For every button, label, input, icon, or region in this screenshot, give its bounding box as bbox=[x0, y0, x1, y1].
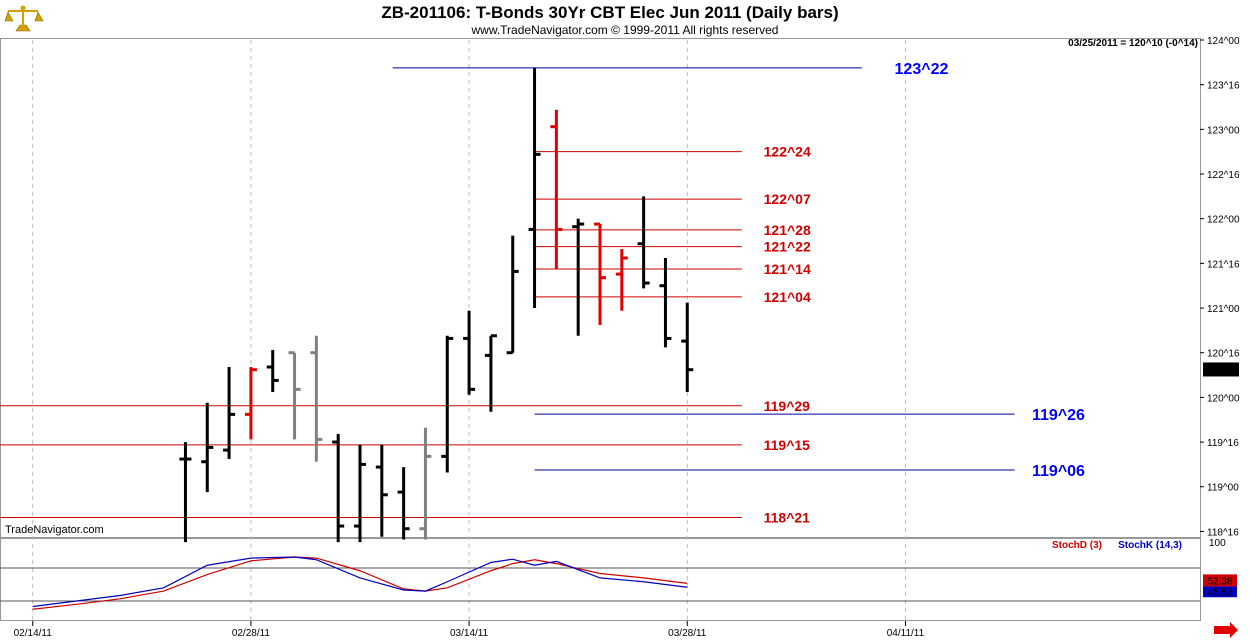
last-price-marker bbox=[1203, 362, 1239, 377]
price-readout: 03/25/2011 = 120^10 (-0^14) bbox=[1068, 38, 1198, 49]
level-label: 121^04 bbox=[764, 289, 811, 305]
level-label: 118^21 bbox=[764, 509, 811, 525]
ohlc-bar bbox=[179, 442, 192, 543]
x-tick-label: 03/28/11 bbox=[668, 628, 707, 639]
chart-subtitle: www.TradeNavigator.com © 1999-2011 All r… bbox=[471, 23, 779, 37]
level-label: 121^22 bbox=[764, 239, 811, 255]
x-tick-label: 02/14/11 bbox=[14, 628, 53, 639]
ohlc-bar bbox=[288, 351, 301, 440]
ohlc-bar bbox=[615, 249, 628, 311]
y-tick-label: 119^00 bbox=[1207, 483, 1239, 494]
ohlc-bar bbox=[310, 335, 323, 462]
stochastic-indicator bbox=[0, 556, 1200, 610]
stoch-k-line bbox=[32, 556, 688, 608]
logo-icon bbox=[4, 5, 44, 32]
ohlc-bar bbox=[637, 196, 650, 289]
ohlc-bar bbox=[528, 67, 541, 309]
ohlc-bar bbox=[594, 222, 606, 326]
x-tick-label: 04/11/11 bbox=[887, 628, 925, 639]
x-tick-label: 02/28/11 bbox=[232, 628, 271, 639]
ohlc-bar bbox=[550, 109, 563, 269]
stoch-k-marker bbox=[1203, 586, 1237, 598]
right-arrow-icon[interactable] bbox=[1214, 622, 1238, 638]
last-price-label: 120^10 bbox=[1205, 365, 1238, 376]
ohlc-bar bbox=[397, 467, 410, 540]
level-label: 121^14 bbox=[764, 261, 811, 277]
axes: 02/14/11 02/28/11 03/14/11 03/28/11 04/11/11… bbox=[14, 36, 1240, 639]
ohlc-bar bbox=[223, 367, 236, 460]
ohlc-bar bbox=[441, 335, 454, 473]
y-tick-label: 122^00 bbox=[1207, 215, 1240, 226]
level-label: 121^28 bbox=[764, 222, 811, 238]
level-label: 119^06 bbox=[1032, 463, 1085, 480]
ohlc-bar bbox=[266, 350, 279, 393]
y-tick-label: 121^00 bbox=[1207, 304, 1240, 315]
y-tick-label: 120^00 bbox=[1207, 393, 1240, 404]
chart-title: ZB-201106: T-Bonds 30Yr CBT Elec Jun 201… bbox=[381, 3, 838, 22]
y-tick-label: 123^00 bbox=[1207, 125, 1240, 136]
y-tick-label: 119^16 bbox=[1207, 438, 1239, 449]
ohlc-bar bbox=[659, 258, 672, 348]
ohlc-bar bbox=[354, 444, 366, 543]
ohlc-bar bbox=[332, 434, 345, 543]
ohlc-bar bbox=[375, 444, 388, 537]
level-label: 119^29 bbox=[764, 398, 811, 414]
x-tick-label: 03/14/11 bbox=[450, 628, 489, 639]
stoch-k-value: 45.53 bbox=[1207, 587, 1232, 598]
level-label: 123^22 bbox=[895, 61, 949, 78]
ohlc-bars bbox=[179, 67, 694, 543]
legend-stoch-d: StochD (3) bbox=[1052, 540, 1102, 551]
level-label: 119^15 bbox=[764, 437, 811, 453]
ohlc-bar bbox=[463, 310, 476, 395]
stoch-d-value: 52.38 bbox=[1207, 576, 1232, 587]
ohlc-bar bbox=[506, 235, 519, 355]
level-label: 122^07 bbox=[764, 191, 811, 207]
y-tick-label: 123^16 bbox=[1207, 81, 1240, 92]
ohlc-bar bbox=[419, 427, 432, 540]
ohlc-bar bbox=[572, 218, 585, 336]
level-label: 119^26 bbox=[1032, 407, 1085, 424]
stoch-y-tick-label: 100 bbox=[1209, 538, 1226, 549]
stoch-d-marker bbox=[1203, 574, 1237, 587]
y-tick-label: 120^16 bbox=[1207, 349, 1240, 360]
y-tick-label: 122^16 bbox=[1207, 170, 1240, 181]
level-label: 122^24 bbox=[764, 144, 811, 160]
y-tick-label: 118^16 bbox=[1207, 527, 1239, 538]
legend-stoch-k: StochK (14,3) bbox=[1118, 540, 1182, 551]
stoch-d-line bbox=[32, 556, 688, 610]
ohlc-bar bbox=[201, 402, 214, 493]
ohlc-bar bbox=[484, 334, 497, 412]
y-tick-label: 121^16 bbox=[1207, 259, 1240, 270]
ohlc-bar bbox=[681, 302, 694, 393]
brand-label: TradeNavigator.com bbox=[5, 524, 104, 536]
y-tick-label: 124^00 bbox=[1207, 36, 1240, 47]
ohlc-bar bbox=[244, 367, 257, 440]
